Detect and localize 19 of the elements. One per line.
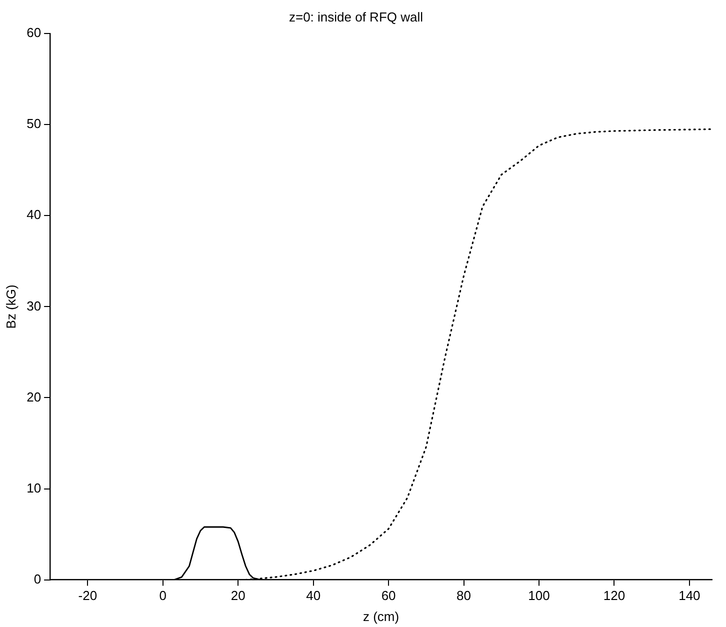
y-tick-label: 40 — [26, 207, 42, 222]
y-tick-label: 0 — [34, 571, 42, 586]
y-tick-label: 60 — [26, 25, 42, 40]
x-axis-title: z (cm) — [362, 608, 400, 624]
x-tick-label: -20 — [78, 588, 98, 604]
y-axis-title: Bz (kG) — [3, 284, 18, 329]
x-tick-label: 20 — [230, 588, 246, 604]
y-tick-label: 50 — [26, 116, 42, 132]
y-tick-label: 20 — [26, 389, 42, 404]
x-tick-label: 80 — [456, 588, 472, 604]
x-tick-label: 60 — [381, 588, 396, 604]
x-tick-label: 120 — [603, 588, 626, 604]
y-tick-label: 10 — [26, 480, 42, 496]
x-tick-label: 0 — [159, 588, 167, 604]
chart-title: z=0: inside of RFQ wall — [288, 9, 424, 24]
x-tick-label: 40 — [306, 588, 321, 604]
x-tick-label: 100 — [528, 588, 550, 604]
x-tick-label: 140 — [678, 588, 700, 604]
y-tick-label: 30 — [26, 298, 42, 314]
